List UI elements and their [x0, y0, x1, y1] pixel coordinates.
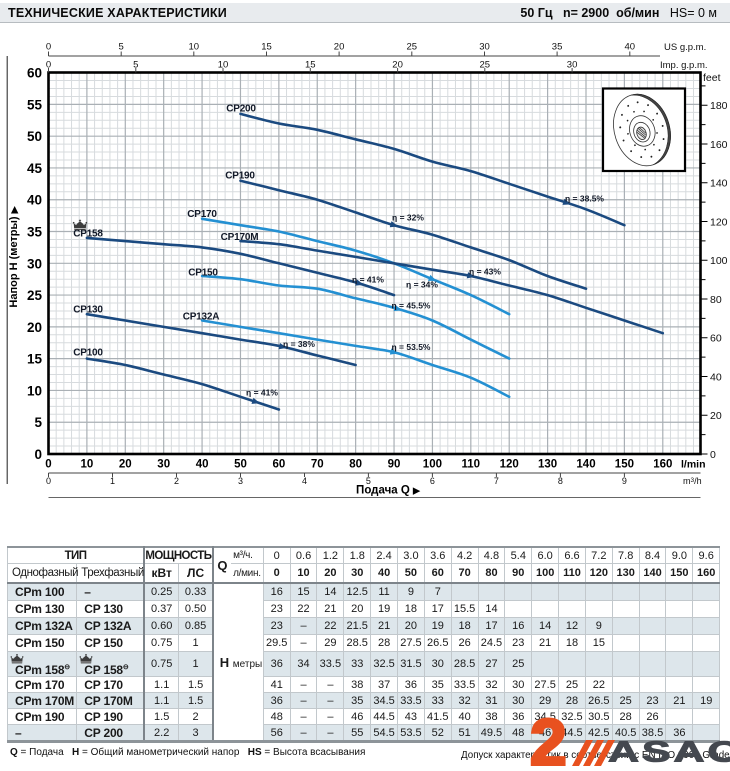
- svg-text:40: 40: [27, 193, 42, 208]
- svg-text:η = 43%: η = 43%: [469, 267, 501, 277]
- svg-text:50: 50: [27, 129, 42, 144]
- svg-text:m3/h: m3/h: [683, 476, 702, 486]
- svg-text:feet: feet: [703, 72, 721, 84]
- svg-text:CP200: CP200: [226, 104, 256, 115]
- svg-text:15: 15: [305, 60, 316, 71]
- svg-text:30: 30: [479, 42, 490, 53]
- svg-text:η = 53.5%: η = 53.5%: [392, 342, 431, 352]
- svg-text:η = 34%: η = 34%: [406, 280, 438, 290]
- svg-text:30: 30: [157, 459, 170, 471]
- svg-text:η = 41%: η = 41%: [246, 388, 278, 398]
- svg-text:80: 80: [349, 459, 362, 471]
- svg-text:20: 20: [710, 410, 722, 422]
- svg-text:9: 9: [622, 476, 627, 486]
- svg-text:0: 0: [46, 42, 51, 53]
- svg-text:η = 41%: η = 41%: [352, 275, 384, 285]
- svg-text:0: 0: [34, 447, 42, 462]
- svg-text:10: 10: [27, 383, 42, 398]
- svg-text:CP158: CP158: [73, 229, 103, 240]
- svg-text:60: 60: [710, 333, 722, 345]
- svg-text:80: 80: [710, 294, 722, 306]
- svg-text:CP190: CP190: [225, 171, 255, 182]
- svg-text:η = 38.5%: η = 38.5%: [565, 194, 604, 204]
- svg-text:Подача Q ▶: Подача Q ▶: [356, 485, 421, 497]
- svg-text:70: 70: [311, 459, 324, 471]
- svg-text:η = 45.5%: η = 45.5%: [392, 301, 431, 311]
- svg-text:CP170M: CP170M: [221, 232, 259, 243]
- svg-text:CP170: CP170: [187, 209, 217, 220]
- svg-text:10: 10: [218, 60, 229, 71]
- svg-text:100: 100: [710, 255, 728, 267]
- svg-text:55: 55: [27, 97, 43, 112]
- svg-text:50: 50: [234, 459, 247, 471]
- svg-text:90: 90: [388, 459, 401, 471]
- svg-text:1: 1: [110, 476, 115, 486]
- svg-text:25: 25: [480, 60, 491, 71]
- svg-text:150: 150: [615, 459, 634, 471]
- svg-text:10: 10: [189, 42, 200, 53]
- svg-text:η = 32%: η = 32%: [392, 213, 424, 223]
- svg-text:0: 0: [710, 449, 716, 461]
- svg-text:40: 40: [710, 372, 722, 384]
- svg-text:110: 110: [462, 459, 481, 471]
- svg-text:3: 3: [238, 476, 243, 486]
- svg-text:100: 100: [423, 459, 442, 471]
- svg-text:CP150: CP150: [188, 268, 218, 279]
- svg-text:160: 160: [653, 459, 672, 471]
- svg-text:l/min: l/min: [681, 459, 706, 471]
- svg-text:5: 5: [119, 42, 124, 53]
- svg-text:120: 120: [710, 217, 728, 229]
- svg-text:0: 0: [46, 476, 51, 486]
- svg-text:6: 6: [430, 476, 435, 486]
- svg-text:20: 20: [27, 320, 42, 335]
- svg-text:0: 0: [45, 459, 51, 471]
- svg-text:5: 5: [34, 415, 42, 430]
- svg-text:40: 40: [196, 459, 209, 471]
- svg-text:45: 45: [27, 161, 43, 176]
- svg-text:2: 2: [174, 476, 179, 486]
- svg-text:60: 60: [27, 66, 42, 81]
- svg-text:8: 8: [558, 476, 563, 486]
- svg-text:5: 5: [133, 60, 138, 71]
- svg-text:10: 10: [81, 459, 94, 471]
- svg-text:20: 20: [392, 60, 403, 71]
- svg-text:15: 15: [261, 42, 272, 53]
- svg-text:60: 60: [273, 459, 286, 471]
- svg-text:180: 180: [710, 100, 728, 112]
- svg-text:30: 30: [567, 60, 578, 71]
- svg-text:US g.p.m.: US g.p.m.: [664, 42, 706, 53]
- svg-text:CP132A: CP132A: [183, 312, 220, 323]
- svg-text:15: 15: [27, 352, 43, 367]
- svg-text:20: 20: [334, 42, 345, 53]
- svg-text:30: 30: [27, 256, 42, 271]
- svg-text:120: 120: [500, 459, 519, 471]
- svg-text:140: 140: [710, 178, 728, 190]
- svg-text:Напор H (метры) ▶: Напор H (метры) ▶: [8, 205, 20, 307]
- svg-text:5: 5: [366, 476, 371, 486]
- svg-text:35: 35: [27, 225, 43, 240]
- svg-text:CP100: CP100: [73, 348, 103, 359]
- svg-text:4: 4: [302, 476, 307, 486]
- svg-text:Imp. g.p.m.: Imp. g.p.m.: [660, 60, 708, 71]
- svg-text:η = 38%: η = 38%: [283, 339, 315, 349]
- svg-text:160: 160: [710, 139, 728, 151]
- svg-text:20: 20: [119, 459, 132, 471]
- svg-text:35: 35: [552, 42, 563, 53]
- svg-text:0: 0: [46, 60, 51, 71]
- svg-text:25: 25: [27, 288, 43, 303]
- svg-text:140: 140: [576, 459, 595, 471]
- svg-text:CP130: CP130: [73, 305, 103, 316]
- svg-text:25: 25: [407, 42, 418, 53]
- svg-text:130: 130: [538, 459, 557, 471]
- svg-text:7: 7: [494, 476, 499, 486]
- svg-text:40: 40: [625, 42, 636, 53]
